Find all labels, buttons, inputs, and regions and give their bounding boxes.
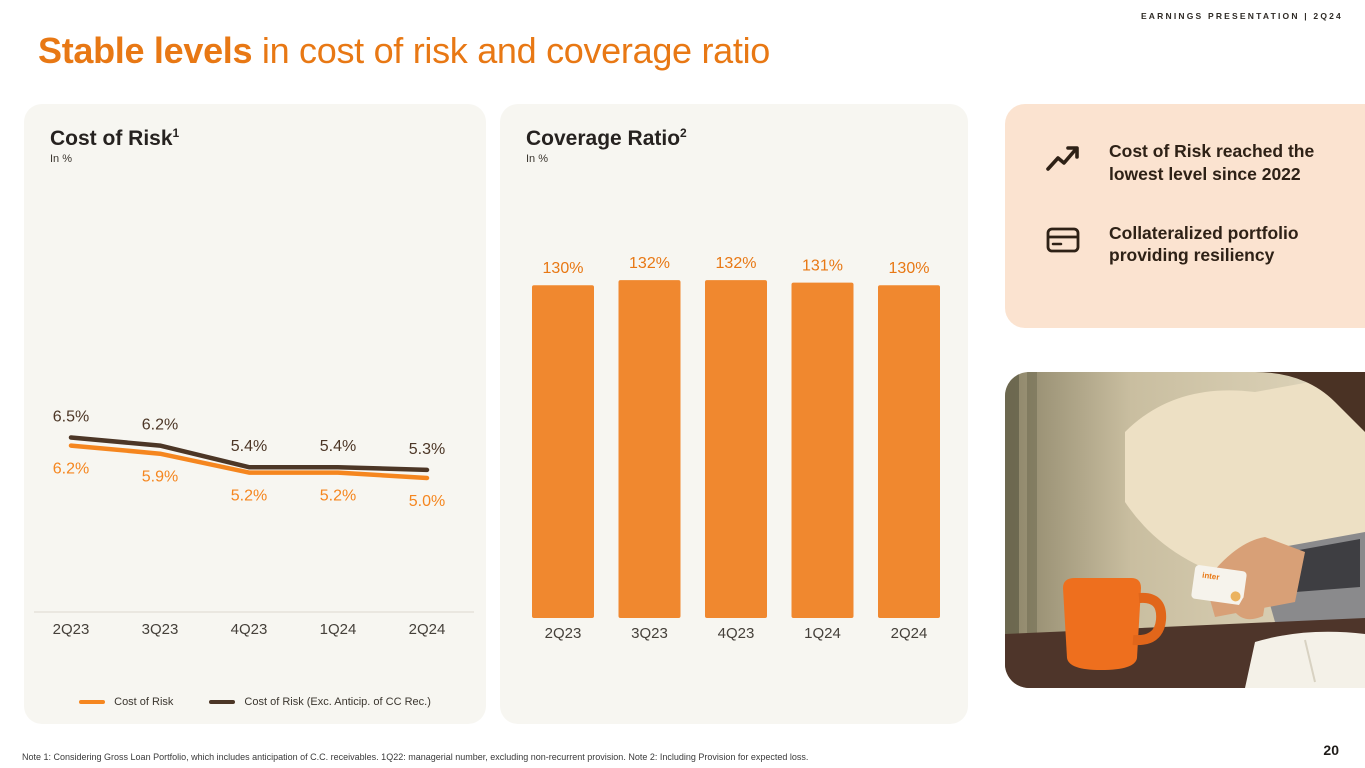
data-label: 132%	[629, 255, 670, 272]
presentation-header: EARNINGS PRESENTATION | 2Q24	[1140, 11, 1343, 21]
coverage-ratio-title: Coverage Ratio2	[526, 126, 968, 151]
x-tick-label: 1Q24	[804, 625, 841, 642]
x-tick-label: 3Q23	[631, 625, 668, 642]
cost-of-risk-title-text: Cost of Risk	[50, 127, 173, 150]
line-series	[68, 443, 430, 481]
line-series	[68, 435, 430, 473]
page-title: Stable levels in cost of risk and covera…	[38, 30, 770, 72]
x-tick-label: 2Q23	[53, 621, 90, 638]
cost-of-risk-footnote-marker: 1	[172, 126, 180, 140]
highlights-box: Cost of Risk reached the lowest level si…	[1005, 104, 1365, 328]
coverage-ratio-chart: 130% 2Q23 132% 3Q23 132% 4Q23 131% 1Q24 130% 2Q24	[532, 255, 940, 642]
page-title-highlight: Stable levels	[38, 30, 253, 71]
x-tick-label: 1Q24	[320, 621, 357, 638]
footnote: Note 1: Considering Gross Loan Portfolio…	[22, 752, 809, 762]
data-label: 132%	[716, 255, 757, 272]
x-tick-label: 2Q23	[545, 625, 582, 642]
card-brand-label: inter	[1202, 571, 1220, 582]
photo-person-with-card: inter	[1005, 372, 1365, 688]
data-label: 6.2%	[53, 461, 89, 478]
highlight-item: Cost of Risk reached the lowest level si…	[1045, 140, 1339, 186]
highlight-text: Collateralized portfolio providing resil…	[1109, 222, 1299, 266]
data-label: 5.0%	[409, 493, 445, 510]
cost-of-risk-unit: In %	[50, 153, 73, 165]
coverage-ratio-footnote-marker: 2	[680, 126, 687, 140]
data-label: 5.2%	[320, 488, 356, 505]
coverage-ratio-panel: Coverage Ratio2 In % 130% 2Q23 132% 3Q23 132…	[500, 104, 968, 724]
cost-of-risk-chart: 2Q23 3Q23 4Q23 1Q24 2Q24 6.5% 6.2% 5.4% 5.4% 5.3%…	[34, 409, 474, 638]
cost-of-risk-panel: Cost of Risk1 In % 2Q23 3Q23 4Q23 1Q24 2Q24 6…	[24, 104, 486, 724]
highlight-text: Cost of Risk reached the lowest level si…	[1109, 141, 1315, 184]
x-tick-label: 4Q23	[231, 621, 268, 638]
bar	[618, 280, 681, 618]
data-label: 5.4%	[320, 438, 356, 455]
data-label: 130%	[889, 260, 930, 277]
data-label: 5.2%	[231, 488, 267, 505]
page-number: 20	[1323, 742, 1339, 758]
page-title-rest: in cost of risk and coverage ratio	[252, 30, 770, 71]
legend-item: Cost of Risk (Exc. Anticip. of CC Rec.)	[209, 696, 431, 708]
bar	[791, 282, 854, 618]
data-label: 5.9%	[142, 469, 178, 486]
trend-up-icon	[1046, 146, 1079, 171]
data-label: 5.4%	[231, 438, 267, 455]
bar	[705, 280, 767, 618]
data-label: 131%	[802, 258, 843, 275]
x-tick-label: 2Q24	[891, 625, 928, 642]
bar	[878, 285, 940, 618]
x-tick-label: 3Q23	[142, 621, 179, 638]
coverage-ratio-title-text: Coverage Ratio	[526, 127, 681, 150]
coverage-ratio-unit: In %	[526, 153, 549, 165]
legend-label: Cost of Risk	[114, 696, 174, 708]
coverage-ratio-header: Coverage Ratio2 In %	[500, 104, 968, 165]
data-label: 6.5%	[53, 409, 89, 426]
photo-illustration: inter	[1005, 372, 1365, 688]
chart-legend: Cost of Risk Cost of Risk (Exc. Anticip.…	[24, 696, 486, 708]
x-tick-label: 2Q24	[409, 621, 446, 638]
data-label: 5.3%	[409, 441, 445, 458]
cost-of-risk-title: Cost of Risk1	[50, 126, 486, 151]
legend-swatch	[79, 700, 106, 704]
highlight-item: Collateralized portfolio providing resil…	[1045, 222, 1339, 268]
bar	[532, 285, 594, 618]
legend-label: Cost of Risk (Exc. Anticip. of CC Rec.)	[244, 696, 431, 708]
cost-of-risk-header: Cost of Risk1 In %	[24, 104, 486, 165]
data-label: 6.2%	[142, 417, 178, 434]
legend-swatch	[209, 700, 236, 704]
x-tick-label: 4Q23	[718, 625, 755, 642]
credit-card-icon	[1046, 227, 1080, 252]
data-label: 130%	[543, 260, 584, 277]
legend-item: Cost of Risk	[79, 696, 173, 708]
